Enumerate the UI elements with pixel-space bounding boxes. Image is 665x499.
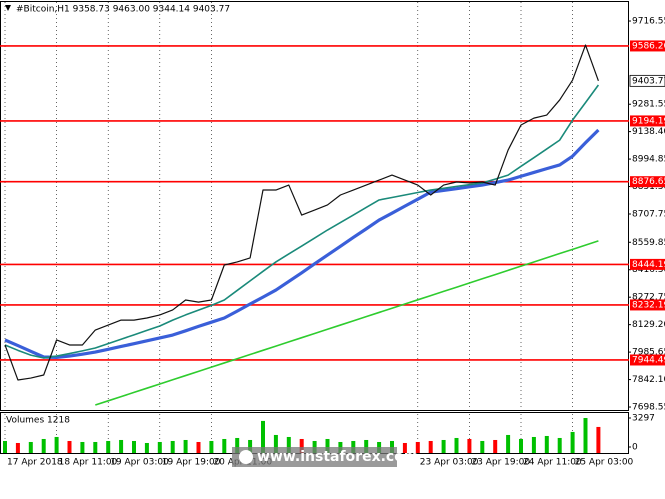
level-tag — [630, 354, 665, 366]
level-label: 7944.49 — [632, 355, 665, 365]
level-tag — [630, 299, 665, 311]
volume-label: Volumes 1218 — [6, 416, 70, 426]
level-tag — [630, 258, 665, 270]
last-price-tag — [629, 74, 665, 87]
price-line — [4, 84, 600, 359]
volume-bar — [67, 440, 72, 453]
y-tick-label: 8994.85 — [632, 155, 665, 165]
volume-bar — [544, 435, 549, 453]
y-tick-label: 7985.65 — [632, 348, 665, 358]
x-tick-label: 23 Apr 03:00 — [420, 458, 479, 468]
volume-bar — [132, 440, 136, 453]
volume-tick-label: 3297 — [632, 414, 655, 424]
volume-bar — [235, 437, 240, 453]
volume-bar — [170, 440, 175, 453]
volume-bar — [480, 440, 485, 453]
volume-bar — [119, 439, 124, 453]
price-line — [4, 128, 600, 359]
x-tick-label: 18 Apr 11:00 — [59, 458, 118, 468]
volume-bar — [299, 438, 304, 453]
last-price-label: 9403.77 — [632, 76, 665, 86]
volume-bar — [196, 441, 201, 453]
watermark-bg — [232, 447, 397, 467]
volume-bar — [402, 442, 407, 453]
y-tick-label: 7698.55 — [632, 403, 665, 413]
volume-bar — [312, 440, 317, 453]
volume-bar — [106, 440, 111, 453]
y-tick-label: 8707.75 — [632, 209, 665, 219]
volume-bar — [41, 438, 46, 453]
volume-bar — [415, 441, 420, 453]
volume-bar — [15, 442, 20, 453]
price-frame — [0, 1, 629, 411]
level-tag — [630, 176, 665, 188]
volume-bar — [557, 437, 562, 453]
volume-bar — [596, 426, 601, 453]
volume-bar — [261, 420, 265, 453]
volume-bar — [183, 439, 188, 453]
watermark-logo — [239, 450, 253, 464]
volume-bar — [273, 434, 278, 453]
x-tick-label: 19 Apr 03:00 — [110, 458, 169, 468]
y-tick-label: 8129.20 — [632, 320, 665, 330]
volume-bar — [286, 436, 291, 453]
volume-bar — [364, 439, 369, 453]
volume-bar — [351, 440, 356, 453]
volume-bar — [467, 438, 472, 453]
volume-bar — [222, 438, 227, 453]
chart-title: #Bitcoin,H1 9358.73 9463.00 9344.14 9403… — [16, 5, 230, 15]
volume-bar — [570, 431, 575, 453]
volume-bar — [441, 439, 446, 453]
volume-bar — [506, 434, 511, 453]
x-tick-label: 23 Apr 19:00 — [471, 458, 530, 468]
level-label: 8444.19 — [632, 260, 665, 270]
watermark: www.instaforex.com — [257, 449, 418, 465]
price-line — [4, 44, 599, 381]
volume-tick-label: 0 — [632, 443, 638, 453]
volume-bar — [428, 440, 433, 453]
volume-bar — [454, 437, 459, 453]
volume-bar — [3, 440, 7, 453]
volume-bar — [248, 439, 253, 453]
x-tick-label: 17 Apr 2018 — [7, 458, 63, 468]
volume-bar — [583, 418, 588, 453]
level-tag — [630, 115, 665, 127]
x-tick-label: 19 Apr 19:00 — [162, 458, 221, 468]
y-tick-label: 8272.75 — [632, 293, 665, 303]
y-tick-label: 7842.10 — [632, 375, 665, 385]
y-tick-label: 8416.30 — [632, 265, 665, 275]
level-label: 9586.26 — [632, 41, 665, 51]
volume-bar — [93, 441, 98, 453]
level-tag — [630, 40, 665, 52]
volume-bar — [157, 441, 162, 453]
price-line — [95, 240, 599, 406]
volume-bar — [519, 438, 523, 453]
x-tick-label: 24 Apr 11:00 — [523, 458, 582, 468]
y-tick-label: 9138.40 — [632, 127, 665, 137]
volume-bar — [531, 436, 536, 453]
volume-bar — [390, 440, 394, 453]
volume-bar — [493, 439, 498, 453]
volume-bar — [209, 440, 214, 453]
y-tick-label: 9716.55 — [632, 17, 665, 27]
level-label: 8232.19 — [632, 300, 665, 310]
title-arrow — [5, 5, 11, 11]
volume-bar — [325, 438, 330, 453]
volume-bar — [54, 436, 59, 453]
level-label: 8876.65 — [632, 177, 665, 187]
y-tick-label: 8559.85 — [632, 238, 665, 248]
volume-bar — [80, 441, 85, 453]
y-tick-label: 9281.55 — [632, 100, 665, 110]
volume-bar — [144, 442, 149, 453]
level-label: 9194.19 — [632, 116, 665, 126]
volume-bar — [28, 441, 33, 453]
x-tick-label: 25 Apr 03:00 — [575, 458, 634, 468]
